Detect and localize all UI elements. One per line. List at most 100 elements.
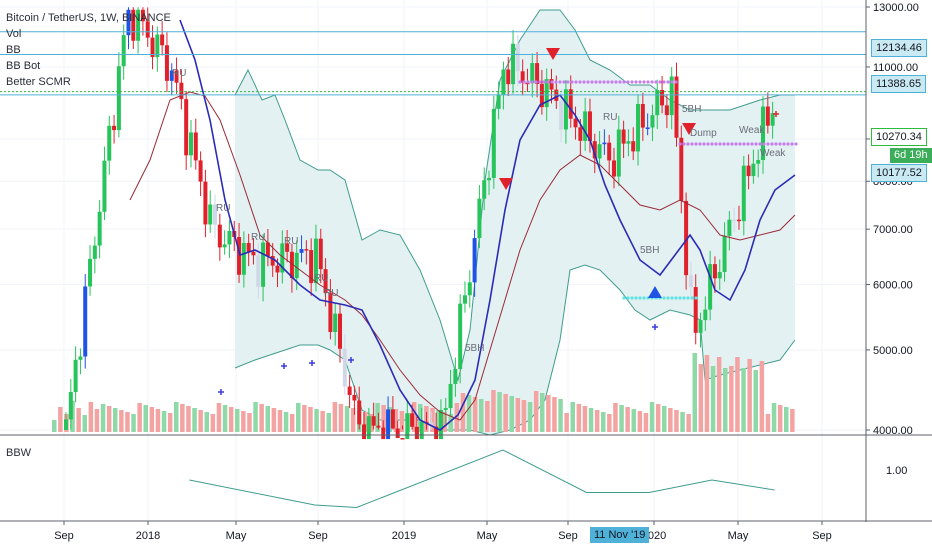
candle-body <box>222 244 227 248</box>
resistance-dot <box>578 80 582 84</box>
volume-bar <box>137 403 142 432</box>
candle-body <box>83 286 88 357</box>
candle-body <box>650 115 655 128</box>
volume-bar <box>594 410 600 432</box>
volume-bar <box>759 361 765 432</box>
volume-bar <box>222 405 228 432</box>
volume-bar <box>186 406 191 432</box>
resistance-dot <box>762 142 766 146</box>
candle-body <box>371 416 376 426</box>
volume-bar <box>344 406 350 432</box>
resistance-dot <box>766 142 770 146</box>
volume-bar <box>515 398 521 432</box>
price-label-level3: 10177.52 <box>871 164 927 182</box>
volume-bar <box>485 401 490 432</box>
resistance-dot <box>790 142 794 146</box>
candle-body <box>265 242 270 256</box>
candle-body <box>227 230 232 245</box>
resistance-dot <box>786 142 790 146</box>
candle-body <box>88 258 93 287</box>
volume-bar <box>790 409 795 432</box>
price-tick-label: 6000.00 <box>873 279 913 291</box>
volume-bar <box>625 407 630 432</box>
resistance-dot <box>622 80 626 84</box>
resistance-dot <box>718 142 722 146</box>
candle-body <box>275 265 280 273</box>
volume-bar <box>637 411 643 432</box>
candle-body <box>140 9 145 22</box>
support-dot <box>662 296 666 300</box>
candle-body <box>208 204 213 225</box>
volume-bar <box>692 353 697 432</box>
candle-body <box>679 137 684 201</box>
volume-bar <box>491 390 496 432</box>
resistance-dot <box>770 142 774 146</box>
price-tick-label: 7000.00 <box>873 224 913 236</box>
candle-body <box>155 34 160 58</box>
volume-bar <box>479 399 484 432</box>
volume-bar <box>308 407 313 432</box>
volume-bar <box>411 402 417 432</box>
resistance-dot <box>630 80 634 84</box>
legend-vol: Vol <box>6 28 22 40</box>
candle-body <box>179 82 184 100</box>
candle-body <box>102 160 107 212</box>
time-tick-label: 2019 <box>392 530 416 542</box>
price-tick-label: 4000.00 <box>873 425 913 437</box>
volume-bar <box>619 405 624 432</box>
candle-body <box>313 238 318 284</box>
candle-body <box>448 383 453 409</box>
resistance-dot <box>782 142 786 146</box>
volume-bar <box>607 414 612 432</box>
time-tick-label: May <box>477 530 498 542</box>
candle-body <box>366 416 371 440</box>
volume-bar <box>710 366 716 432</box>
candles[interactable] <box>64 7 775 440</box>
candle-body <box>477 198 482 239</box>
volume-bar <box>631 409 636 432</box>
resistance-dot <box>546 80 550 84</box>
candle-body <box>347 386 352 395</box>
candle-body <box>453 369 458 384</box>
candle-body <box>304 249 309 251</box>
candle-body <box>602 142 607 145</box>
resistance-dot <box>722 142 726 146</box>
volume-bar <box>540 393 545 432</box>
candle-body <box>256 255 261 287</box>
volume-bar <box>332 402 338 432</box>
price-label-last: 10270.34 <box>871 128 927 146</box>
volume-bar <box>216 403 222 432</box>
signal-label: RU <box>324 288 338 299</box>
candle-body <box>386 409 391 440</box>
volume-bar <box>314 409 319 432</box>
candle-body <box>68 392 73 420</box>
candle-body <box>660 90 665 106</box>
volume-bar <box>204 412 209 432</box>
resistance-dot <box>626 80 630 84</box>
candle-body <box>294 252 299 279</box>
volume-bar <box>125 412 130 432</box>
volume-bar <box>375 403 380 432</box>
resistance-dot <box>618 80 622 84</box>
candle-body <box>438 409 443 440</box>
resistance-dot <box>758 142 762 146</box>
candle-body <box>116 66 121 131</box>
candle-body <box>592 141 597 159</box>
resistance-dot <box>774 142 778 146</box>
resistance-dot <box>606 80 610 84</box>
candle-body <box>698 320 703 333</box>
support-dot <box>666 296 670 300</box>
volume-bar <box>161 411 167 432</box>
candle-body <box>136 9 141 41</box>
candle-body <box>405 413 410 440</box>
time-tick-label: May <box>728 530 749 542</box>
volume-bar <box>82 415 87 432</box>
support-dot <box>642 296 646 300</box>
candle-body <box>203 181 208 225</box>
candle-body <box>645 127 650 129</box>
candle-body <box>487 177 492 181</box>
signal-label: Dump <box>690 128 717 139</box>
volume-bar <box>271 408 277 432</box>
buy-signal-marker <box>648 286 662 298</box>
